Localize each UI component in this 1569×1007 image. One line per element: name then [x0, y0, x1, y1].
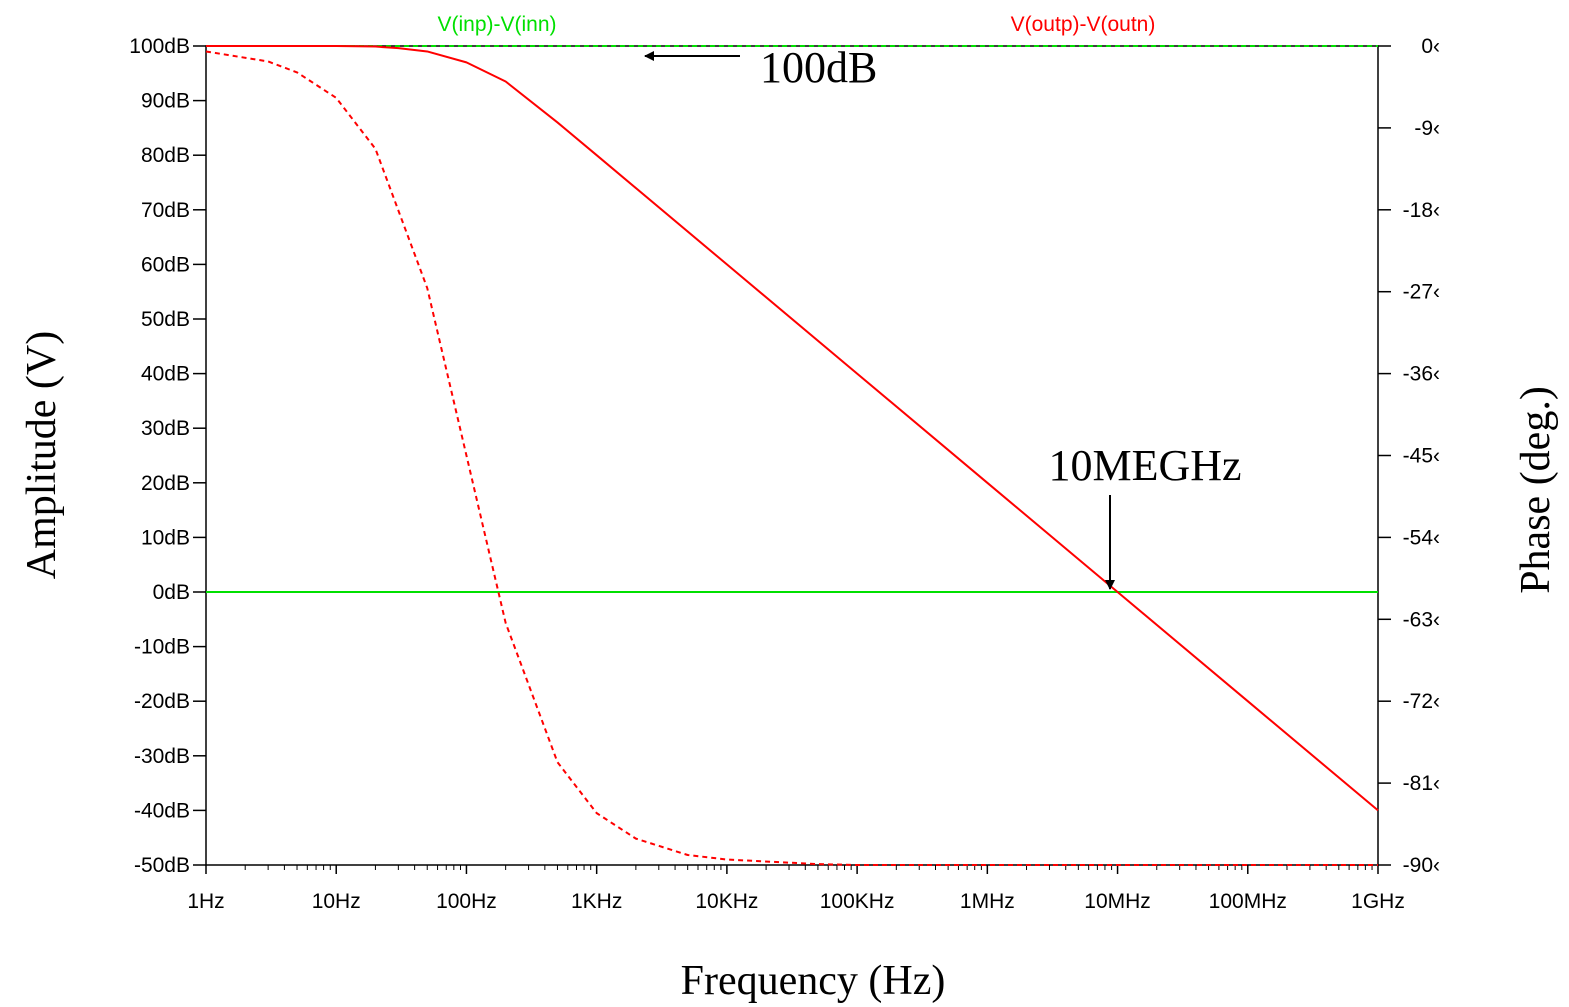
y2-axis-title: Phase (deg.): [1513, 386, 1559, 594]
y-tick-label: -10dB: [134, 636, 190, 659]
x-tick-label: 100Hz: [436, 890, 497, 913]
y2-tick-label: -63‹: [1403, 608, 1440, 631]
y-tick-label: -20dB: [134, 690, 190, 713]
y-tick-label: 100dB: [129, 35, 190, 58]
y-axis-title: Amplitude (V): [19, 331, 65, 579]
y2-axis-ticks: 0‹ -9‹ -18‹ -27‹ -36‹ -45‹ -54‹ -63‹ -72‹ -81‹ -90…: [1378, 35, 1440, 877]
y2-tick-label: -45‹: [1403, 445, 1440, 468]
y-tick-label: -40dB: [134, 799, 190, 822]
series-2-phase-line: [205, 50, 1378, 866]
x-tick-label: 10Hz: [312, 890, 361, 913]
y2-tick-label: -9‹: [1414, 117, 1440, 140]
y-tick-label: 60dB: [141, 253, 190, 276]
series-layer: [205, 45, 1379, 866]
legend-series-1: V(inp)-V(inn): [437, 13, 556, 36]
y-tick-label: 20dB: [141, 472, 190, 495]
y-tick-label: 10dB: [141, 526, 190, 549]
x-axis-title: Frequency (Hz): [681, 958, 946, 1004]
x-tick-label: 1GHz: [1351, 890, 1405, 913]
y2-tick-label: -27‹: [1403, 281, 1440, 304]
x-tick-label: 10MHz: [1084, 890, 1151, 913]
annotation-10meghz: 10MEGHz: [1048, 441, 1241, 490]
y-tick-label: 0dB: [153, 581, 190, 604]
y-tick-label: 70dB: [141, 199, 190, 222]
y2-tick-label: -18‹: [1403, 199, 1440, 222]
y2-tick-label: -81‹: [1403, 772, 1440, 795]
y-axis-ticks: 100dB 90dB 80dB 70dB 60dB 50dB 40dB 30dB 20dB 10d…: [129, 35, 206, 877]
y-tick-label: -50dB: [134, 854, 190, 877]
y-tick-label: 50dB: [141, 308, 190, 331]
x-tick-label: 1Hz: [187, 890, 224, 913]
y-tick-label: -30dB: [134, 745, 190, 768]
y2-tick-label: 0‹: [1421, 35, 1440, 58]
y-tick-label: 80dB: [141, 144, 190, 167]
y-tick-label: 40dB: [141, 363, 190, 386]
y2-tick-label: -90‹: [1403, 854, 1440, 877]
x-tick-label: 100KHz: [820, 890, 895, 913]
annotation-100db: 100dB: [760, 43, 877, 92]
y2-tick-label: -36‹: [1403, 363, 1440, 386]
x-tick-label: 1KHz: [571, 890, 622, 913]
series-2-magnitude-line: [206, 45, 1379, 812]
legend-series-2: V(outp)-V(outn): [1011, 13, 1156, 36]
y2-tick-label: -72‹: [1403, 690, 1440, 713]
y-tick-label: 30dB: [141, 417, 190, 440]
y-tick-label: 90dB: [141, 90, 190, 113]
x-tick-label: 1MHz: [960, 890, 1015, 913]
x-axis-ticks: 1Hz 10Hz 100Hz 1KHz 10KHz 100KHz 1MHz 10MHz 100M…: [187, 865, 1405, 913]
x-tick-label: 100MHz: [1209, 890, 1287, 913]
y2-tick-label: -54‹: [1403, 526, 1440, 549]
x-tick-label: 10KHz: [695, 890, 758, 913]
